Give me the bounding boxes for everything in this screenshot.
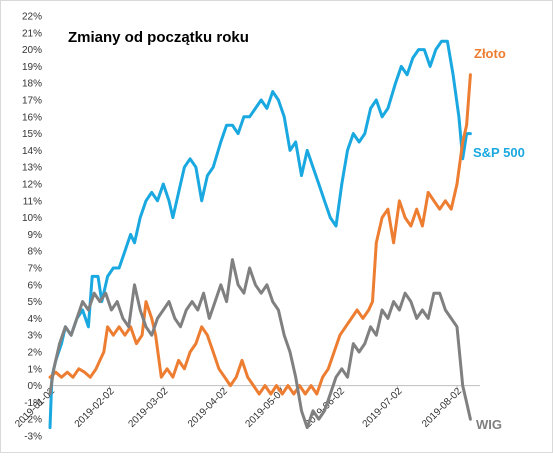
- y-tick-label: 19%: [22, 62, 42, 73]
- y-tick-label: 8%: [28, 247, 43, 258]
- y-tick-label: 20%: [22, 45, 42, 56]
- y-tick-label: 0%: [28, 381, 43, 392]
- y-tick-label: -3%: [24, 432, 42, 443]
- series-label-1: Złoto: [474, 46, 506, 61]
- y-tick-label: 15%: [22, 129, 42, 140]
- series-line-2: [48, 258, 472, 430]
- y-tick-label: 3%: [28, 331, 43, 342]
- y-tick-label: 14%: [22, 146, 42, 157]
- series-line-0: [48, 39, 472, 430]
- y-tick-label: 16%: [22, 112, 42, 123]
- y-tick-label: 7%: [28, 264, 43, 275]
- y-tick-label: -1%: [24, 398, 42, 409]
- y-tick-label: 6%: [28, 280, 43, 291]
- y-tick-label: 2%: [28, 348, 43, 359]
- y-tick-label: 21%: [22, 28, 42, 39]
- x-tick-label: 2019-08-02: [420, 386, 464, 430]
- chart-title: Zmiany od początku roku: [68, 29, 249, 46]
- x-tick-label: 2019-03-02: [126, 386, 170, 430]
- x-tick-label: 2019-07-02: [361, 386, 405, 430]
- series-lines: [48, 39, 472, 430]
- y-tick-label: 1%: [28, 364, 43, 375]
- y-tick-label: 10%: [22, 213, 42, 224]
- y-tick-label: 22%: [22, 12, 42, 23]
- y-tick-label: 11%: [23, 196, 42, 207]
- x-axis-ticks: 2019-01-02 2019-02-02 2019-03-02 2019-04-02…: [13, 385, 464, 430]
- y-tick-label: 4%: [28, 314, 43, 325]
- x-tick-label: 2019-02-02: [73, 386, 117, 430]
- y-tick-label: 13%: [22, 163, 42, 174]
- y-tick-label: -2%: [24, 415, 42, 426]
- series-labels: S&P 500 Złoto WIG: [473, 46, 525, 432]
- y-tick-label: 18%: [22, 79, 42, 90]
- x-tick-label: 2019-04-02: [186, 386, 230, 430]
- y-tick-label: 17%: [22, 96, 42, 107]
- series-label-2: WIG: [476, 417, 502, 432]
- series-label-0: S&P 500: [473, 145, 525, 160]
- y-axis-ticks: 22% 21% 20% 19% 18% 17% 16% 15% 14% 13% 12% 11% 10% 9…: [22, 12, 42, 443]
- y-tick-label: 12%: [22, 180, 42, 191]
- y-tick-label: 5%: [28, 297, 43, 308]
- y-tick-label: 9%: [28, 230, 43, 241]
- series-line-1: [48, 73, 472, 396]
